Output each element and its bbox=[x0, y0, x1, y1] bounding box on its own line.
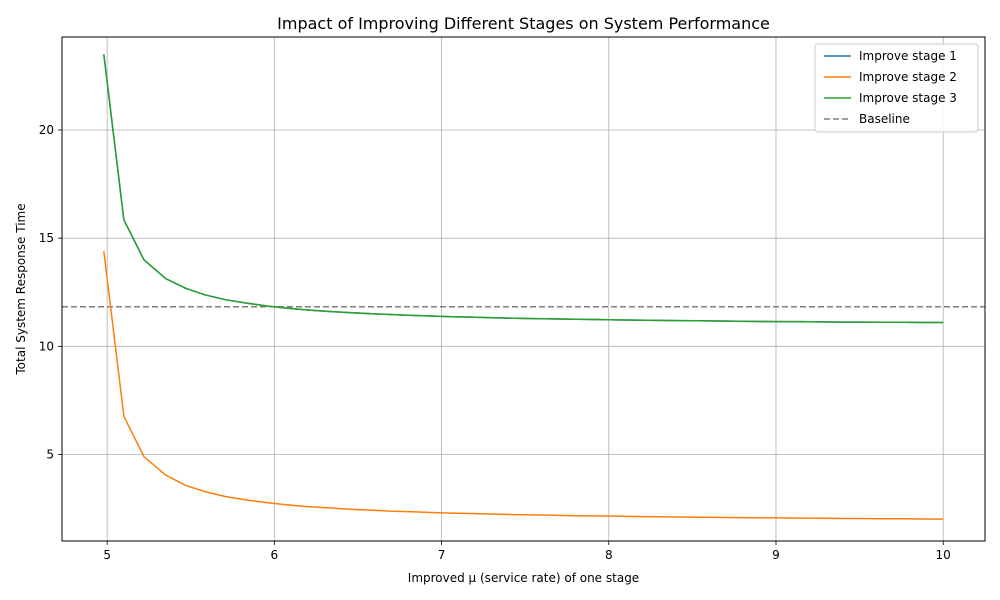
chart-title: Impact of Improving Different Stages on … bbox=[277, 14, 770, 33]
x-tick-label: 8 bbox=[605, 548, 613, 562]
y-axis-label: Total System Response Time bbox=[14, 203, 28, 375]
series-line-stage-2 bbox=[103, 251, 944, 520]
x-tick-label: 10 bbox=[936, 548, 951, 562]
legend: Improve stage 1 Improve stage 2 Improve st… bbox=[814, 43, 979, 133]
series-line-stage-3 bbox=[103, 54, 944, 324]
x-tick-label: 6 bbox=[271, 548, 279, 562]
x-axis-label: Improved μ (service rate) of one stage bbox=[408, 571, 639, 585]
y-tick-label: 20 bbox=[39, 123, 54, 137]
x-tick-label: 9 bbox=[772, 548, 780, 562]
x-tick-label: 7 bbox=[438, 548, 446, 562]
legend-box bbox=[814, 43, 979, 133]
series-lines bbox=[103, 54, 944, 520]
legend-label: Baseline bbox=[859, 112, 910, 126]
plot-frame bbox=[61, 36, 986, 542]
x-tick-label: 5 bbox=[103, 548, 111, 562]
y-axis-ticks: 5 10 15 20 bbox=[39, 123, 62, 461]
y-tick-label: 10 bbox=[39, 339, 54, 353]
y-tick-label: 5 bbox=[46, 447, 54, 461]
legend-label: Improve stage 2 bbox=[859, 70, 957, 84]
legend-label: Improve stage 1 bbox=[859, 49, 957, 63]
x-axis-ticks: 5 6 7 8 9 10 bbox=[103, 541, 951, 562]
y-tick-label: 15 bbox=[39, 231, 54, 245]
legend-label: Improve stage 3 bbox=[859, 91, 957, 105]
